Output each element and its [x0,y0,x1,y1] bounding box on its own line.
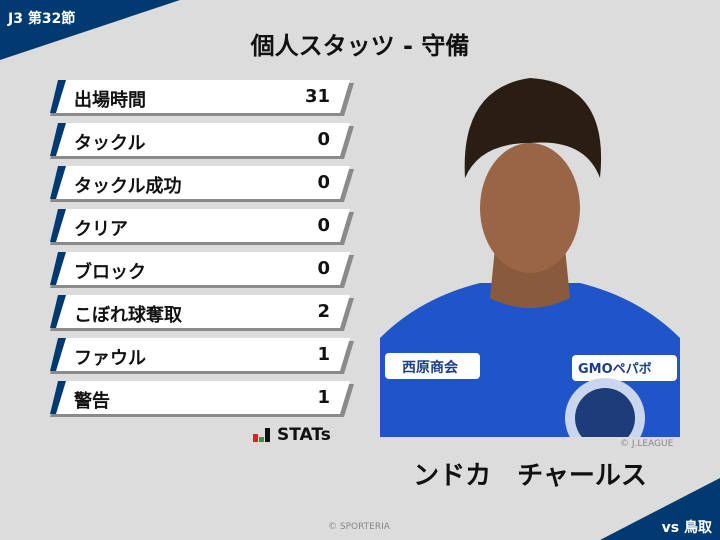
stat-row: ブロック 0 [50,252,354,288]
stat-value: 0 [317,215,330,236]
stat-value: 1 [317,344,330,365]
stat-value: 0 [317,129,330,150]
row-background [50,80,354,116]
stat-value: 0 [317,258,330,279]
stat-label: タックル成功 [74,176,182,197]
stat-row: タックル成功 0 [50,166,354,202]
stat-label: ファウル [74,348,146,369]
stat-row: クリア 0 [50,209,354,245]
stats-logo: STATs [253,425,331,445]
stat-label: こぼれ球奪取 [74,305,182,326]
row-background [50,166,354,202]
stat-label: 警告 [74,391,110,412]
stat-label: タックル [74,133,146,154]
row-background [50,252,354,288]
sponsor-chest: 西原商会 [402,359,459,376]
stat-label: 出場時間 [74,90,146,111]
row-background [50,338,354,374]
player-photo: 西原商会 GMOペパボ [380,68,680,437]
row-background [50,123,354,159]
stat-value: 1 [317,387,330,408]
stat-row: 出場時間 31 [50,80,354,116]
stat-value: 31 [304,86,330,107]
page-title: 個人スタッツ - 守備 [250,32,470,60]
stat-row: こぼれ球奪取 2 [50,295,354,331]
stat-row: タックル 0 [50,123,354,159]
stats-list: 出場時間 31 タックル 0 タックル成功 0 クリア 0 ブロック 0 こぼれ球奪取 2 ファウル 1 警… [50,80,354,424]
logo-text: STATs [277,425,331,445]
row-background [50,295,354,331]
row-background [50,209,354,245]
stat-label: ブロック [74,262,146,283]
stat-row: 警告 1 [50,381,354,417]
sponsor-main: GMOペパボ [578,361,652,377]
row-background [50,381,354,417]
stat-value: 2 [317,301,330,322]
photo-credit: © J.LEAGUE [620,439,674,449]
stat-value: 0 [317,172,330,193]
player-name: ンドカ チャールス [413,461,647,491]
opponent-label: vs 鳥取 [661,520,712,536]
round-label: J3 第32節 [8,11,76,27]
copyright: © SPORTERIA [328,522,390,532]
stat-label: クリア [74,219,128,240]
stat-row: ファウル 1 [50,338,354,374]
bar-chart-icon [253,428,270,442]
